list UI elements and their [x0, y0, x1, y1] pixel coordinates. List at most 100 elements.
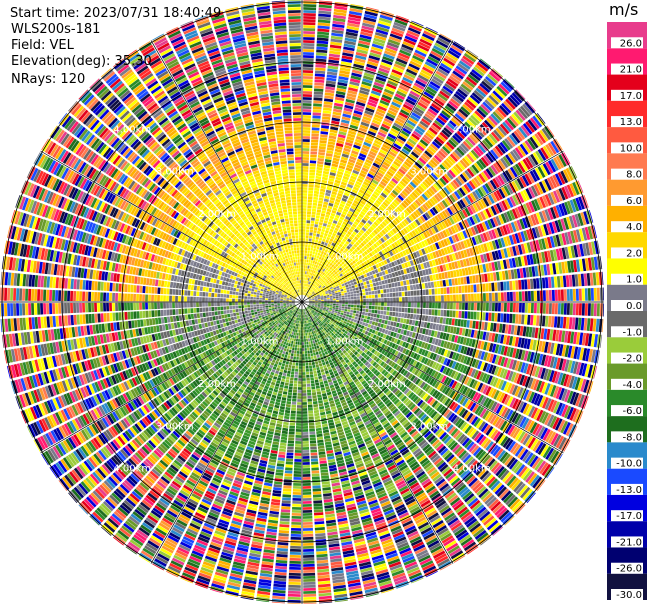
range-gate	[314, 285, 318, 289]
range-gate	[467, 73, 480, 84]
range-gate	[446, 310, 450, 317]
range-gate	[340, 156, 349, 161]
range-gate	[478, 105, 489, 116]
range-gate	[437, 37, 450, 46]
range-gate	[356, 133, 366, 139]
range-gate	[344, 247, 349, 252]
range-gate	[319, 273, 322, 277]
range-gate	[386, 135, 395, 143]
range-gate	[426, 86, 438, 95]
range-gate	[347, 297, 351, 300]
range-gate	[425, 289, 429, 295]
range-gate	[355, 104, 365, 110]
range-gate	[312, 251, 316, 255]
range-gate	[464, 121, 474, 131]
range-gate	[590, 287, 594, 301]
range-gate	[418, 41, 431, 50]
range-gate	[332, 246, 337, 251]
range-gate	[431, 288, 435, 295]
range-gate	[302, 232, 306, 235]
range-gate	[318, 240, 322, 244]
range-gate	[359, 86, 370, 93]
range-gate	[303, 67, 314, 71]
range-gate	[348, 302, 351, 305]
range-gate	[533, 290, 537, 301]
range-gate	[333, 261, 337, 266]
range-gate	[359, 221, 365, 227]
range-gate	[314, 73, 325, 77]
range-gate	[355, 218, 361, 224]
range-gate	[340, 252, 345, 257]
range-gate	[596, 287, 600, 301]
range-gate	[330, 256, 335, 260]
range-gate	[339, 302, 342, 304]
range-gate	[435, 136, 445, 145]
range-gate	[361, 311, 366, 316]
range-gate	[304, 277, 306, 281]
range-gate	[474, 110, 485, 121]
range-gate	[356, 246, 361, 251]
range-gate	[422, 152, 431, 161]
range-gate	[375, 298, 378, 302]
range-gate	[339, 248, 344, 252]
range-gate	[326, 276, 330, 280]
range-gate	[445, 124, 455, 134]
range-gate	[394, 158, 403, 165]
range-gate	[334, 227, 339, 232]
range-gate	[312, 276, 315, 280]
range-gate	[310, 217, 315, 221]
range-gate	[435, 70, 447, 79]
range-gate	[363, 224, 369, 230]
range-gate	[389, 180, 397, 187]
range-gate	[322, 225, 327, 230]
range-gate	[340, 241, 345, 246]
range-gate	[302, 283, 304, 286]
range-gate	[416, 77, 428, 85]
range-gate	[368, 55, 381, 61]
range-gate	[406, 119, 417, 127]
range-gate	[307, 202, 313, 206]
range-gate	[324, 158, 332, 163]
range-gate	[316, 271, 319, 275]
range-gate	[302, 238, 306, 241]
range-gate	[448, 100, 459, 110]
range-gate	[342, 194, 349, 200]
range-gate	[323, 164, 331, 169]
range-gate	[358, 92, 369, 98]
range-gate	[306, 286, 308, 290]
range-gate	[313, 94, 323, 98]
range-gate	[338, 76, 349, 81]
range-gate	[370, 46, 383, 53]
range-gate	[431, 309, 435, 316]
range-gate	[344, 144, 352, 150]
range-gate	[302, 127, 311, 130]
range-gate	[325, 271, 329, 275]
range-gate	[307, 208, 312, 212]
range-gate	[379, 14, 393, 21]
range-gate	[393, 96, 404, 103]
range-gate	[302, 73, 313, 77]
range-gate	[325, 83, 336, 88]
range-gate	[367, 58, 380, 64]
range-gate	[314, 224, 319, 228]
range-gate	[316, 209, 322, 213]
range-gate	[327, 141, 336, 146]
range-gate	[536, 303, 540, 314]
range-gate	[316, 169, 323, 174]
range-gate	[429, 295, 432, 302]
range-gate	[482, 101, 493, 112]
range-gate	[320, 134, 328, 138]
range-gate	[314, 239, 319, 243]
range-gate	[357, 299, 360, 302]
range-gate	[524, 302, 528, 313]
range-gate	[453, 302, 456, 310]
range-gate	[342, 250, 347, 255]
range-gate	[320, 131, 329, 135]
range-gate	[348, 299, 351, 302]
range-gate	[319, 140, 327, 144]
range-gate	[310, 157, 317, 161]
range-gate	[302, 133, 311, 136]
range-gate	[455, 310, 459, 318]
range-gate	[318, 256, 322, 260]
range-gate	[389, 203, 396, 210]
